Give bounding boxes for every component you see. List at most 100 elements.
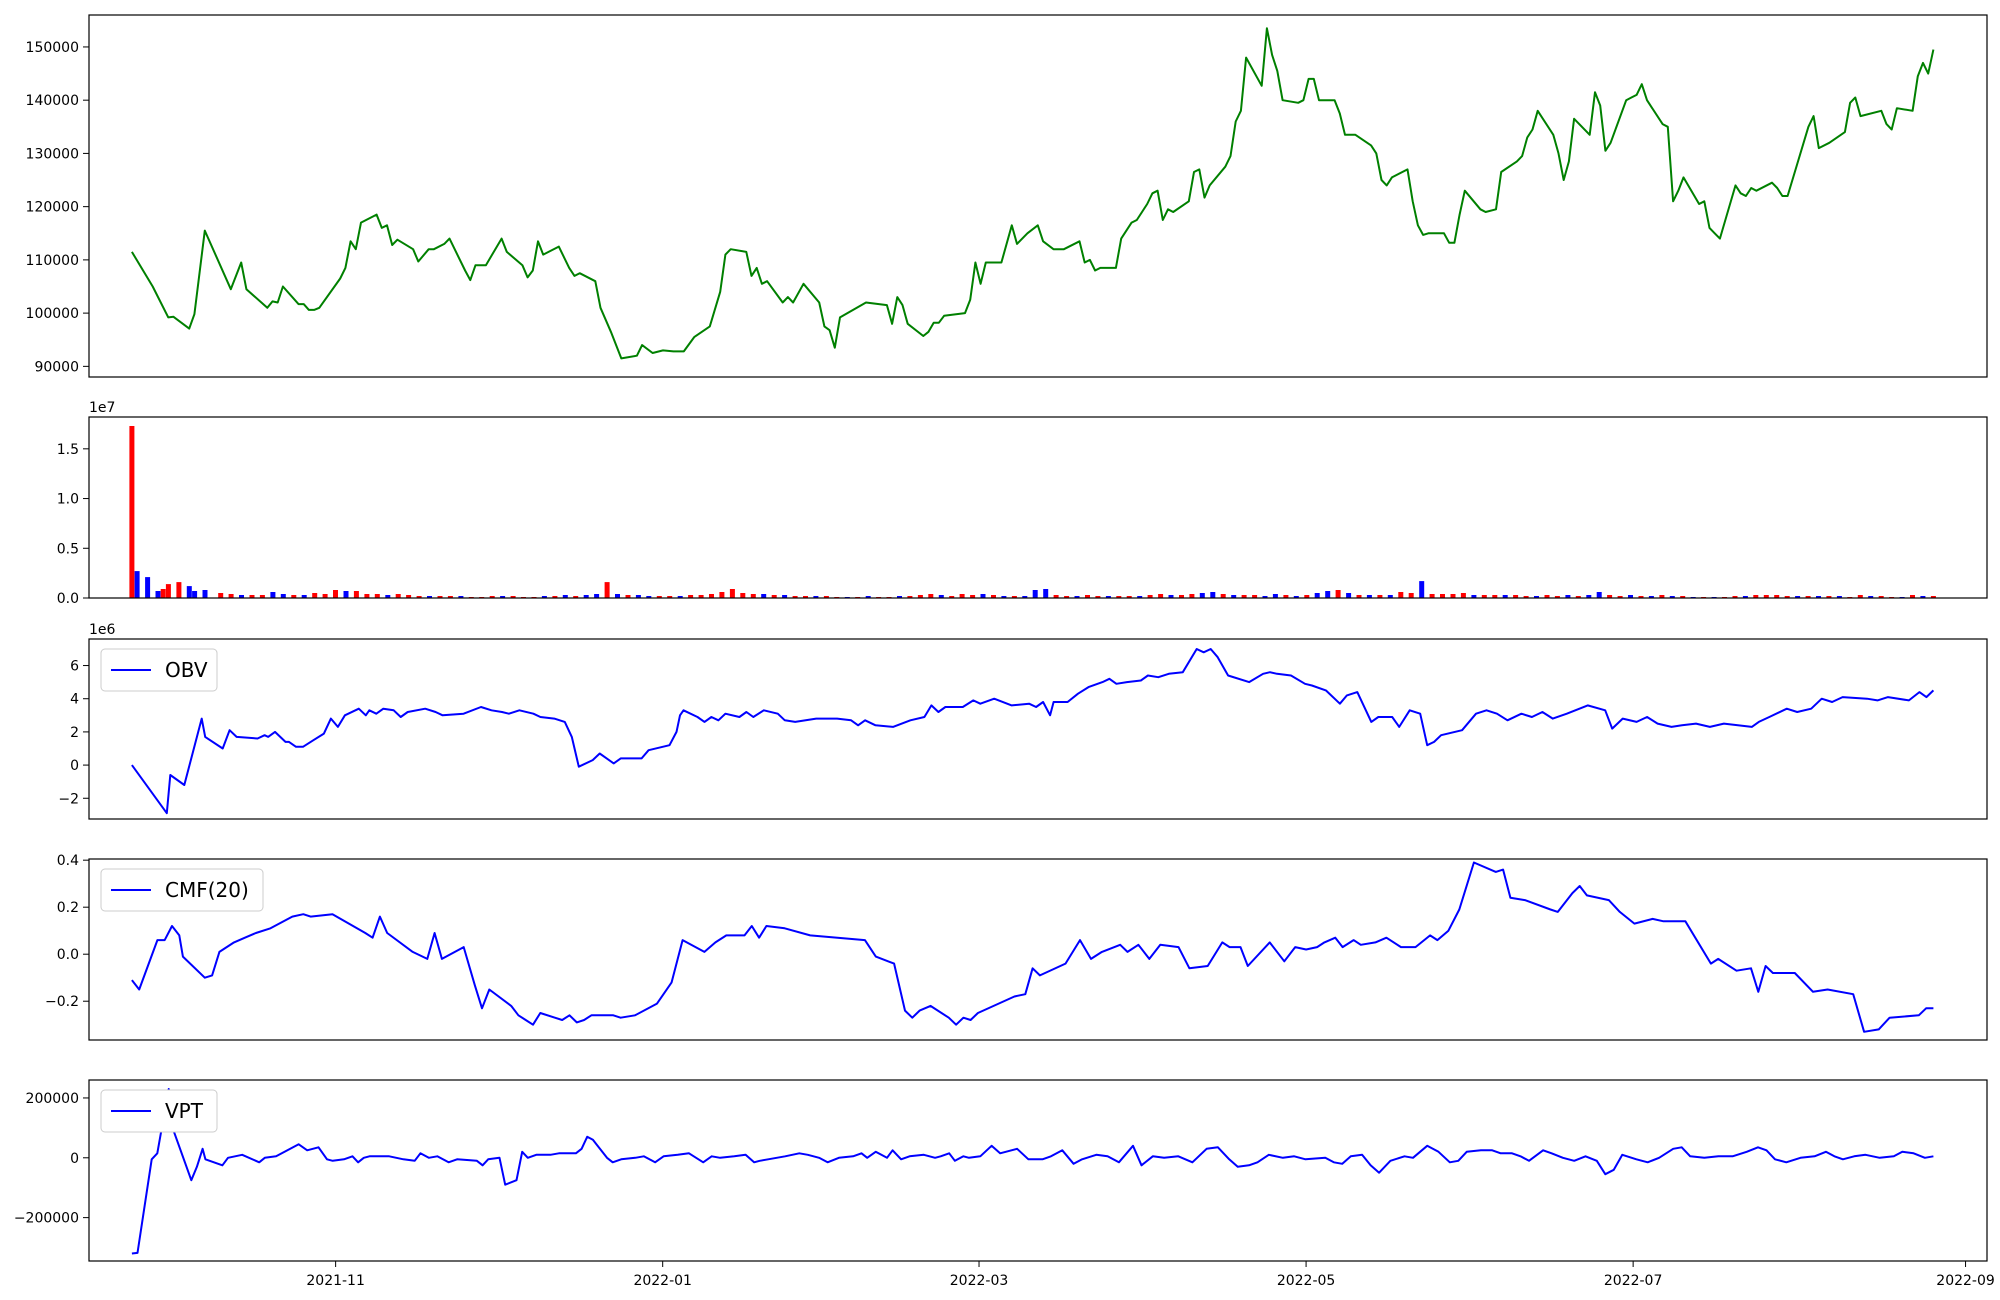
volume-bar [1210,592,1216,598]
volume-bar [322,594,328,598]
legend-box [100,1089,218,1133]
volume-bar [719,592,725,598]
y-tick-label: 130000 [26,146,79,162]
volume-bar [1607,595,1613,598]
volume-bar [165,584,171,598]
volume-bar [1450,594,1456,598]
volume-bar [343,591,349,598]
volume-bar [155,591,161,598]
volume-bar [134,571,140,598]
volume-bar [865,596,871,598]
volume-bar [1419,581,1425,598]
volume-bar [1137,596,1143,598]
volume-bar [458,596,464,598]
volume-bar [1565,595,1571,598]
x-tick-label: 2022-09 [1936,1273,1995,1289]
volume-bar [1669,596,1675,598]
volume-bar [1878,596,1884,598]
volume-bar [364,594,370,598]
y-tick-label: 0.0 [57,591,79,607]
volume-bar [897,596,902,598]
volume-bar [1638,596,1644,598]
volume-bar [1795,596,1801,598]
volume-bar [416,596,422,598]
y-tick-label: 0.2 [57,900,79,916]
volume-bar [635,595,641,598]
volume-bar [1168,595,1174,598]
volume-bar [1648,596,1654,598]
volume-bar [145,577,151,598]
volume-bar [573,596,579,598]
volume-bar [688,595,694,598]
volume-bar [552,596,558,598]
volume-bar [1085,595,1090,598]
volume-bar [160,589,166,598]
volume-bar [228,594,234,598]
volume-bar [980,594,986,598]
y-tick-label: 0.5 [57,541,79,557]
volume-bar [792,596,798,598]
volume-bar [991,595,996,598]
volume-bar [1805,596,1811,598]
y-tick-label: −200000 [14,1211,79,1227]
y-tick-label: −0.2 [45,994,79,1010]
series-line-cmf-20 [131,861,1934,1033]
volume-bar [1753,595,1759,598]
volume-bar [1784,596,1790,598]
volume-bar [1513,595,1519,598]
volume-bar [1001,596,1007,598]
y-tick-label: 1.5 [57,442,79,458]
panel-vpt: −200000 0 200000 VPT [14,1079,1988,1262]
volume-bar [1534,596,1539,598]
y-tick-label: 0 [70,758,79,774]
y-tick-label: 1.0 [57,492,79,508]
y-tick-label: 150000 [26,40,79,56]
volume-bar [1032,590,1038,598]
volume-bar [1356,595,1362,598]
volume-bar [604,582,610,598]
volume-bar [1481,595,1487,598]
volume-bar [1011,596,1017,598]
volume-bar [1774,595,1780,598]
x-tick-label: 2022-01 [633,1273,692,1289]
volume-bar [1252,595,1258,598]
volume-bar [1628,595,1633,598]
volume-bar [406,595,412,598]
volume-bar [823,596,829,598]
volume-bar [1408,593,1414,598]
volume-bar [1262,596,1268,598]
volume-bar [1314,593,1320,598]
y-tick-label: 110000 [26,253,79,269]
y-tick-label: 4 [70,692,79,708]
volume-bar [1680,596,1686,598]
volume-bar [1304,595,1310,598]
volume-bar [907,596,913,598]
y-tick-label: 100000 [26,306,79,322]
volume-bar [333,590,338,598]
volume-bar [1460,593,1466,598]
volume-bar [176,582,182,598]
volume-bar [803,596,808,598]
chart-panels: 90000 100000 110000 120000 130000 140000 15000… [14,14,1988,1262]
volume-bar [218,593,224,598]
volume-bar [1293,596,1299,598]
volume-bar [813,596,819,598]
series-line-obv [131,648,1935,815]
y-offset-label: 1e7 [89,400,115,416]
axes-frame [88,416,1988,599]
volume-bar [729,589,735,598]
volume-bar [928,594,934,598]
volume-bar [1429,594,1435,598]
volume-bar [1596,592,1602,598]
volume-bar [301,595,307,598]
volume-bar [249,595,255,598]
volume-bar [259,595,265,598]
y-tick-label: 200000 [26,1091,79,1107]
volume-bar [1158,594,1164,598]
volume-bar [667,596,673,598]
volume-bar [1659,595,1665,598]
legend-box [100,868,264,912]
volume-bar [1471,595,1477,598]
volume-bar [1586,595,1592,598]
